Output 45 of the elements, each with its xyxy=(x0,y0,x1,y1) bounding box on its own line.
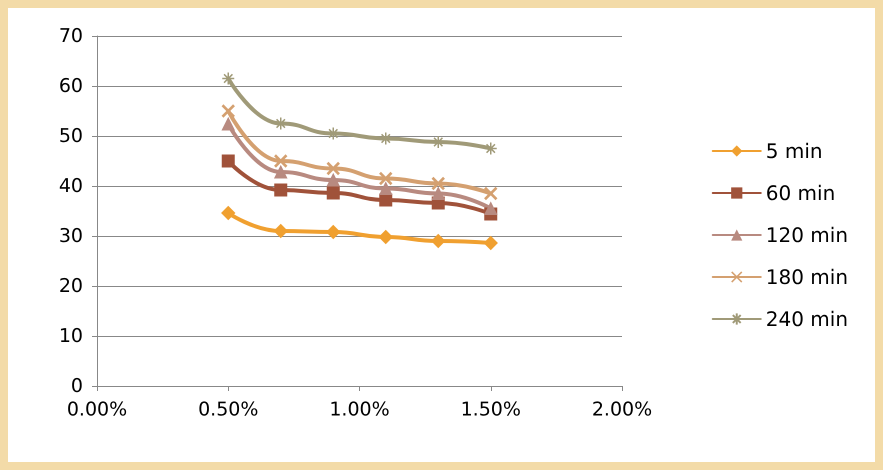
y-tick-label: 70 xyxy=(58,25,83,47)
point xyxy=(484,187,498,200)
y-tick-label: 10 xyxy=(58,325,83,347)
point xyxy=(274,116,288,130)
point xyxy=(379,132,392,146)
x-tick-label: 0.00% xyxy=(66,398,128,420)
y-tick-label: 0 xyxy=(70,375,83,397)
point xyxy=(378,230,393,244)
legend-label: 5 min xyxy=(766,139,823,163)
point xyxy=(274,184,288,196)
point xyxy=(432,177,445,190)
point xyxy=(484,236,498,250)
point xyxy=(222,72,235,86)
point xyxy=(432,135,445,149)
point xyxy=(222,154,235,168)
x-tick-label: 0.50% xyxy=(198,398,258,420)
point xyxy=(484,202,498,215)
y-tick-label: 60 xyxy=(58,75,83,97)
point xyxy=(274,166,288,178)
point xyxy=(379,182,392,195)
point xyxy=(379,172,392,185)
point xyxy=(432,187,445,200)
point xyxy=(326,174,340,186)
point xyxy=(274,154,288,168)
y-tick-label: 20 xyxy=(58,275,83,297)
point xyxy=(431,234,446,248)
y-tick-label: 30 xyxy=(58,225,83,247)
y-tick-label: 40 xyxy=(58,175,83,197)
legend-label: 120 min xyxy=(766,223,848,247)
legend-label: 180 min xyxy=(766,265,848,289)
point xyxy=(221,206,236,220)
point xyxy=(222,104,235,118)
point xyxy=(222,118,235,130)
x-tick-label: 1.00% xyxy=(329,398,390,420)
point xyxy=(326,186,340,200)
x-tick-label: 1.50% xyxy=(460,398,521,420)
point xyxy=(326,162,340,175)
x-tick-label: 2.00% xyxy=(592,398,652,420)
point xyxy=(274,224,288,238)
point xyxy=(326,225,340,239)
point xyxy=(484,142,498,156)
legend-label: 240 min xyxy=(766,307,848,331)
point xyxy=(326,126,340,140)
y-tick-label: 50 xyxy=(58,125,83,147)
legend-label: 60 min xyxy=(766,181,836,205)
